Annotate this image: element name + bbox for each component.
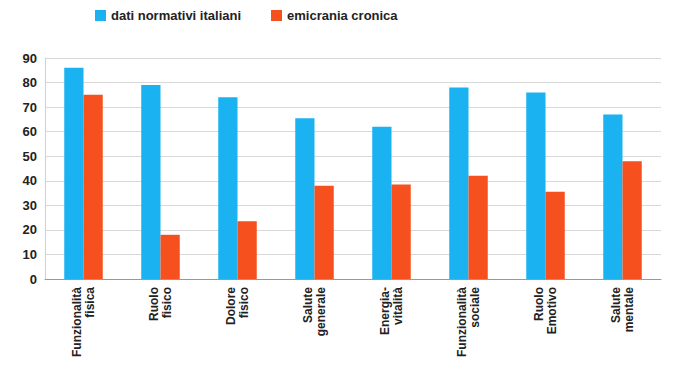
svg-text:sociale: sociale xyxy=(468,287,482,328)
svg-text:40: 40 xyxy=(23,173,37,188)
svg-text:fisica: fisica xyxy=(83,287,97,318)
svg-text:Dolore: Dolore xyxy=(224,287,238,325)
svg-text:Ruolo: Ruolo xyxy=(147,287,161,321)
svg-text:Emotivo: Emotivo xyxy=(545,287,559,334)
svg-text:10: 10 xyxy=(23,247,37,262)
svg-text:generale: generale xyxy=(314,287,328,337)
svg-text:90: 90 xyxy=(23,51,37,66)
svg-text:vitalità: vitalità xyxy=(391,287,405,325)
svg-text:0: 0 xyxy=(30,272,37,287)
svg-text:60: 60 xyxy=(23,124,37,139)
svg-text:Salute: Salute xyxy=(609,287,623,323)
svg-text:Funzionalità: Funzionalità xyxy=(70,287,84,357)
svg-text:Ruolo: Ruolo xyxy=(532,287,546,321)
svg-text:dati normativi italiani: dati normativi italiani xyxy=(111,8,241,23)
svg-text:fisico: fisico xyxy=(237,287,251,318)
svg-text:80: 80 xyxy=(23,75,37,90)
svg-text:mentale: mentale xyxy=(622,287,636,333)
svg-text:20: 20 xyxy=(23,222,37,237)
svg-text:Salute: Salute xyxy=(301,287,315,323)
svg-text:50: 50 xyxy=(23,149,37,164)
svg-text:Energia-: Energia- xyxy=(378,287,392,335)
svg-text:Funzionalità: Funzionalità xyxy=(455,287,469,357)
svg-text:emicrania cronica: emicrania cronica xyxy=(287,8,398,23)
svg-text:70: 70 xyxy=(23,100,37,115)
svg-text:30: 30 xyxy=(23,198,37,213)
svg-text:fisico: fisico xyxy=(160,287,174,318)
